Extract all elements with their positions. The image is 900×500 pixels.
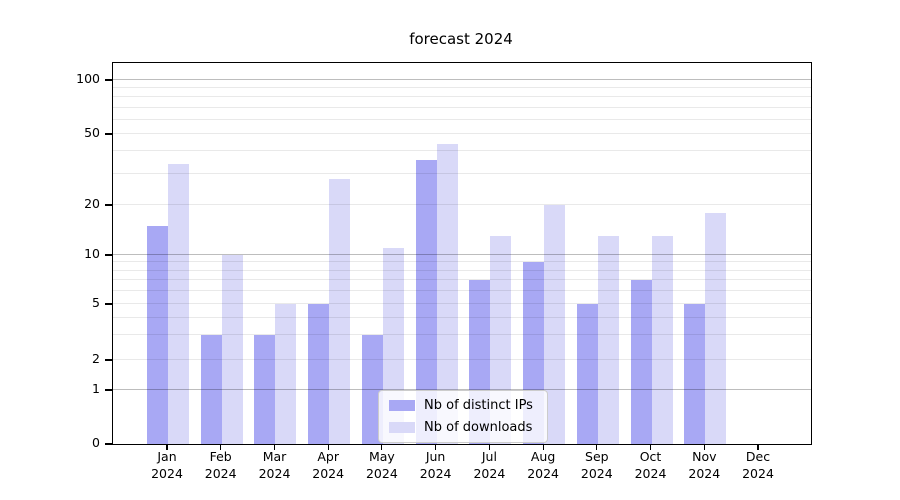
gridline-60 (113, 118, 811, 120)
gridline-10 (113, 254, 811, 255)
x-tick-oct (649, 444, 652, 450)
bar-feb-downloads (221, 255, 243, 444)
x-tick-label-sep: Sep 2024 (580, 449, 613, 481)
x-tick-mar (273, 444, 276, 450)
y-tick-20 (105, 204, 112, 206)
y-tick-label-1: 1 (92, 381, 100, 396)
gridline-30 (113, 172, 811, 174)
x-tick-feb (220, 444, 222, 450)
y-tick-1 (105, 389, 112, 391)
bar-nov-distinct-ips (684, 304, 706, 444)
gridline-5 (113, 303, 811, 304)
gridline-9 (113, 261, 811, 263)
bar-jun-distinct-ips (415, 159, 437, 444)
legend-label-distinct-ips: Nb of distinct IPs (424, 398, 533, 413)
bar-nov-downloads (705, 212, 727, 444)
bar-mar-downloads (275, 304, 297, 444)
bar-aug-downloads (544, 205, 566, 444)
x-tick-label-oct: Oct 2024 (634, 449, 667, 481)
y-tick-label-10: 10 (84, 246, 100, 261)
y-tick-100 (105, 79, 112, 81)
x-tick-jul (488, 444, 490, 450)
gridline-3 (113, 334, 811, 336)
x-tick-jun (435, 444, 437, 450)
bar-jan-downloads (168, 163, 189, 444)
legend-label-downloads: Nb of downloads (424, 420, 533, 435)
x-tick-nov (703, 444, 705, 450)
x-tick-label-dec: Dec 2024 (742, 449, 774, 481)
y-tick-50 (105, 133, 112, 135)
legend-item-downloads: Nb of downloads (389, 420, 538, 435)
x-tick-label-nov: Nov 2024 (688, 449, 721, 481)
x-tick-label-mar: Mar 2024 (258, 449, 291, 481)
gridline-50 (113, 133, 811, 134)
legend-swatch-distinct-ips (389, 400, 415, 411)
gridline-40 (113, 150, 811, 152)
gridline-90 (113, 87, 811, 89)
gridline-2 (113, 359, 811, 360)
x-tick-aug (542, 444, 544, 450)
bar-may-distinct-ips (361, 335, 383, 444)
gridline-70 (113, 106, 811, 108)
y-tick-0 (105, 443, 112, 445)
bar-sep-downloads (597, 236, 619, 444)
x-tick-dec (757, 444, 759, 450)
bar-sep-distinct-ips (576, 304, 598, 444)
x-tick-label-jul: Jul 2024 (473, 449, 506, 481)
bar-oct-distinct-ips (630, 280, 652, 444)
y-tick-label-0: 0 (92, 435, 100, 450)
y-tick-5 (105, 303, 112, 305)
legend-swatch-downloads (389, 422, 415, 433)
legend: Nb of distinct IPs Nb of downloads (378, 390, 548, 443)
gridline-6 (113, 290, 811, 292)
bar-apr-downloads (329, 178, 351, 444)
chart-title: forecast 2024 (409, 30, 513, 48)
y-tick-10 (105, 254, 112, 256)
bar-jan-distinct-ips (147, 225, 168, 444)
x-tick-label-aug: Aug 2024 (527, 449, 559, 481)
x-tick-sep (596, 444, 598, 450)
x-tick-label-jun: Jun 2024 (419, 449, 452, 481)
x-tick-label-feb: Feb 2024 (204, 449, 237, 481)
y-tick-label-2: 2 (92, 351, 100, 366)
gridline-80 (113, 96, 811, 98)
gridline-1 (113, 389, 811, 390)
x-tick-jan (166, 444, 168, 450)
x-tick-label-jan: Jan 2024 (151, 449, 183, 481)
gridline-8 (113, 269, 811, 271)
bar-mar-distinct-ips (254, 335, 276, 444)
gridline-4 (113, 316, 811, 318)
gridline-7 (113, 279, 811, 281)
x-tick-may (381, 444, 383, 450)
y-tick-label-5: 5 (92, 295, 100, 310)
bar-jun-downloads (436, 143, 458, 444)
legend-item-distinct-ips: Nb of distinct IPs (389, 398, 538, 413)
bar-apr-distinct-ips (308, 304, 330, 444)
gridline-100 (113, 79, 811, 80)
bar-oct-downloads (651, 236, 673, 444)
y-tick-2 (105, 359, 112, 361)
x-tick-label-apr: Apr 2024 (312, 449, 345, 481)
x-tick-label-may: May 2024 (365, 449, 398, 481)
plot-area (105, 62, 812, 445)
y-tick-label-20: 20 (84, 196, 100, 211)
bar-feb-distinct-ips (200, 335, 222, 444)
y-tick-label-50: 50 (84, 125, 100, 140)
y-tick-label-100: 100 (76, 71, 100, 86)
gridline-20 (113, 204, 811, 205)
x-tick-apr (327, 444, 329, 450)
